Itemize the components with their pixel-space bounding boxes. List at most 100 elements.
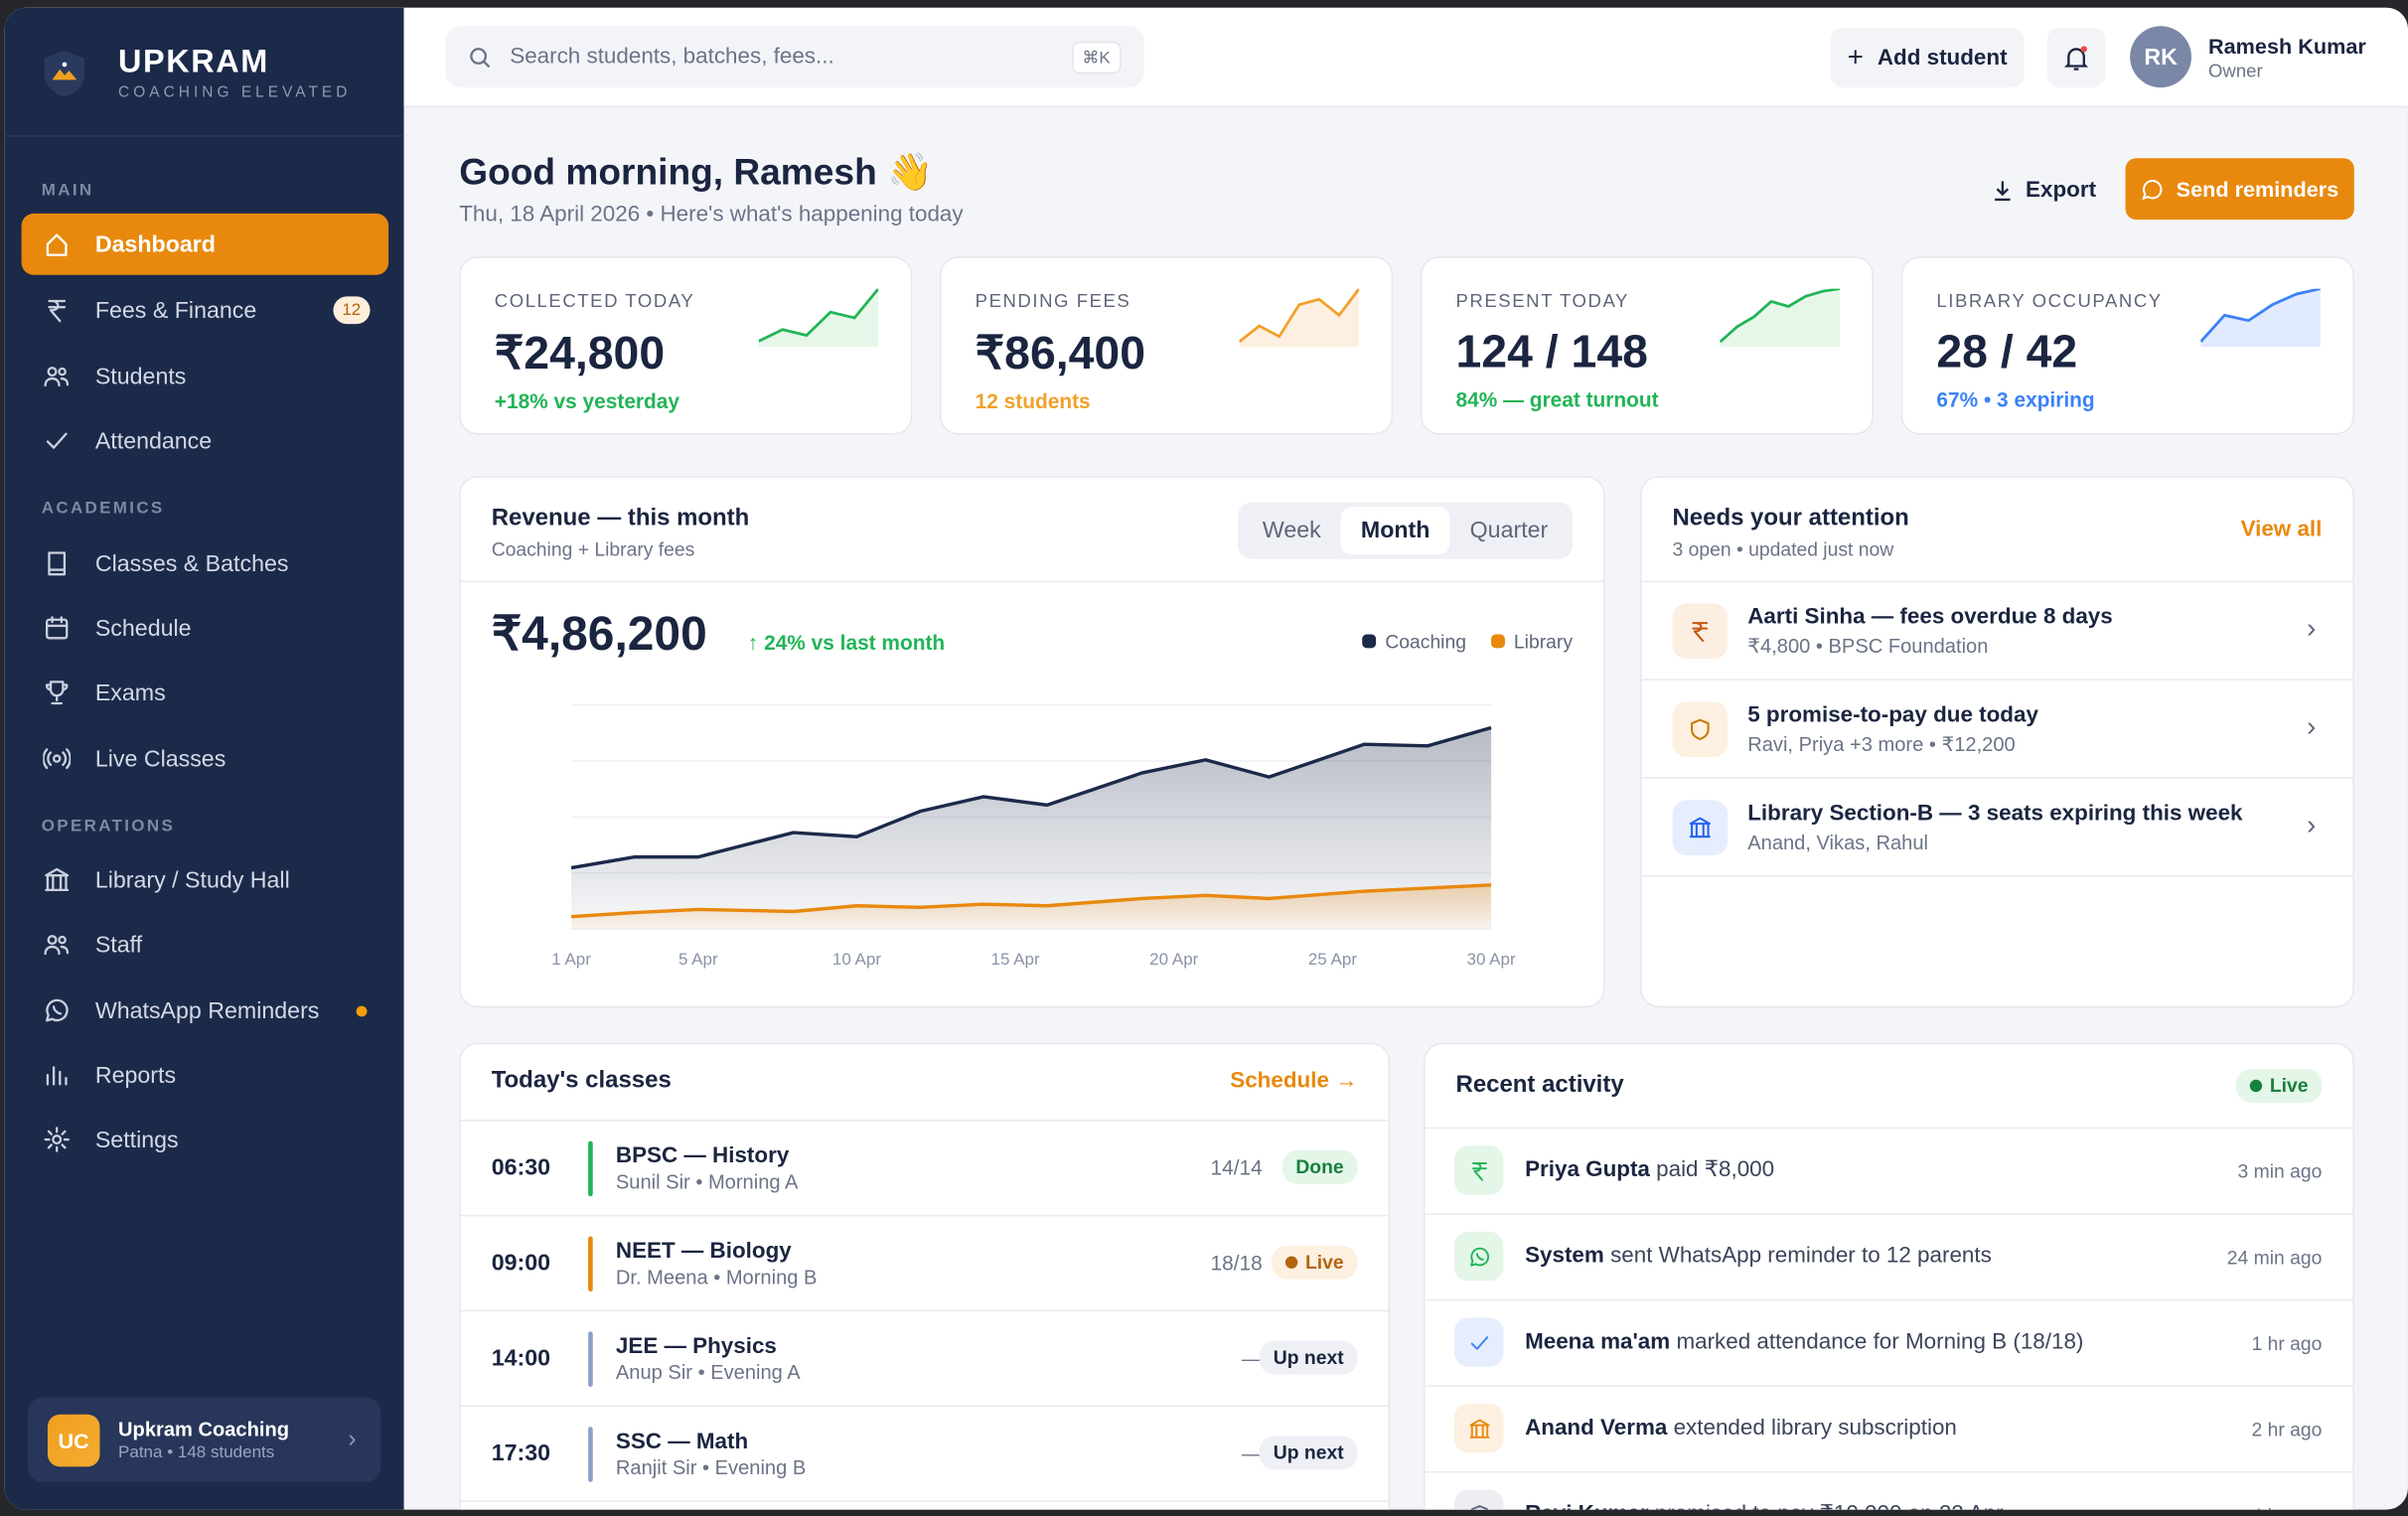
sidebar-item-label: Exams: [94, 680, 166, 706]
sparkline: [2200, 288, 2321, 348]
activity-time: 2 hr ago: [2251, 1419, 2323, 1441]
attention-icon-wrap: [1672, 603, 1729, 660]
search-icon: [470, 47, 491, 68]
revenue-total: ₹4,86,200: [491, 606, 707, 661]
user-role: Owner: [2208, 59, 2263, 81]
search-input[interactable]: Search students, batches, fees... ⌘K: [445, 26, 1144, 88]
sidebar-item-classes-batches[interactable]: Classes & Batches: [22, 532, 388, 594]
sidebar-item-label: Live Classes: [94, 745, 226, 772]
rupee-icon: [48, 299, 67, 323]
schedule-link[interactable]: Schedule →: [1230, 1068, 1358, 1094]
sidebar-item-staff[interactable]: Staff: [22, 914, 388, 976]
sidebar-item-schedule[interactable]: Schedule: [22, 597, 388, 659]
live-label: Live: [2269, 1075, 2309, 1097]
search-placeholder: Search students, batches, fees...: [510, 44, 834, 70]
notifications-button[interactable]: [2046, 27, 2106, 88]
add-student-button[interactable]: + Add student: [1830, 27, 2025, 88]
export-button[interactable]: Export: [1992, 178, 2096, 203]
class-status-bar: [588, 1236, 593, 1292]
kpi-value: 124 / 148: [1455, 327, 1648, 379]
gear-icon: [44, 1127, 70, 1152]
sidebar-item-whatsapp-reminders[interactable]: WhatsApp Reminders: [22, 980, 388, 1041]
page-title: Good morning, Ramesh 👋: [459, 152, 934, 194]
kpi-value: ₹24,800: [494, 328, 666, 379]
activity-time: 4 hr ago: [2251, 1505, 2322, 1510]
view-all-link[interactable]: View all: [2240, 517, 2323, 542]
count-badge: 12: [333, 296, 371, 325]
class-row[interactable]: 14:00 JEE — Physics Anup Sir • Evening A…: [460, 1311, 1389, 1408]
activity-description: extended library subscription: [1673, 1416, 1957, 1441]
activity-actor: Ravi Kumar: [1525, 1502, 1649, 1510]
class-time: 06:30: [491, 1154, 551, 1181]
attention-item[interactable]: Library Section-B — 3 seats expiring thi…: [1641, 779, 2353, 877]
revenue-change: ↑ 24% vs last month: [747, 631, 946, 655]
classes-card: Today's classes Schedule → 06:30 BPSC — …: [459, 1042, 1391, 1510]
attention-item[interactable]: 5 promise-to-pay due today Ravi, Priya +…: [1641, 681, 2353, 779]
class-status-bar: [588, 1331, 593, 1387]
attention-icon-wrap: [1672, 800, 1729, 856]
sidebar-item-label: Schedule: [94, 615, 192, 642]
legend-coaching: Coaching: [1362, 631, 1466, 653]
class-attendance: —: [1241, 1346, 1263, 1370]
class-status-badge: Done: [1281, 1149, 1358, 1184]
sidebar-item-attendance[interactable]: Attendance: [22, 410, 388, 472]
class-row[interactable]: 09:00 NEET — Biology Dr. Meena • Morning…: [460, 1216, 1389, 1312]
org-switcher[interactable]: UC Upkram Coaching Patna • 148 students ›: [27, 1397, 381, 1482]
activity-text: Anand Verma extended library subscriptio…: [1525, 1416, 1957, 1440]
sidebar-item-library-study-hall[interactable]: Library / Study Hall: [22, 849, 388, 911]
class-row[interactable]: 06:30 BPSC — History Sunil Sir • Morning…: [460, 1122, 1389, 1217]
activity-description: sent WhatsApp reminder to 12 parents: [1610, 1244, 1992, 1269]
tab-week[interactable]: Week: [1262, 517, 1321, 544]
activity-actor: System: [1525, 1244, 1604, 1269]
class-name: BPSC — History: [615, 1143, 790, 1169]
attention-item[interactable]: Aarti Sinha — fees overdue 8 days ₹4,800…: [1641, 582, 2353, 681]
plus-icon: +: [1847, 41, 1864, 73]
user-menu[interactable]: RK Ramesh Kumar Owner: [2130, 26, 2366, 88]
attention-meta: Anand, Vikas, Rahul: [1747, 831, 1928, 854]
activity-text: System sent WhatsApp reminder to 12 pare…: [1525, 1244, 1992, 1269]
attention-subtitle: 3 open • updated just now: [1672, 538, 1894, 561]
app-window: UPKRAM COACHING ELEVATED MAIN ACADEMICS O…: [4, 7, 2408, 1510]
attention-meta: ₹4,800 • BPSC Foundation: [1747, 634, 1989, 658]
unread-dot: [356, 1004, 368, 1016]
activity-card: Recent activity Live Priya Gupta paid ₹8…: [1424, 1042, 2354, 1510]
section-main: MAIN: [41, 181, 94, 200]
shield-icon: [1691, 718, 1710, 740]
attention-title: Needs your attention: [1672, 505, 1909, 531]
sidebar-item-settings[interactable]: Settings: [22, 1109, 388, 1170]
send-reminders-button[interactable]: Send reminders: [2125, 158, 2354, 221]
sidebar-item-students[interactable]: Students: [22, 346, 388, 407]
kpi-card: COLLECTED TODAY ₹24,800 +18% vs yesterda…: [459, 256, 913, 435]
sidebar-item-dashboard[interactable]: Dashboard: [21, 213, 389, 275]
book-icon: [48, 551, 67, 576]
tab-quarter[interactable]: Quarter: [1469, 517, 1549, 544]
brand: UPKRAM COACHING ELEVATED: [42, 45, 352, 101]
attention-meta: Ravi, Priya +3 more • ₹12,200: [1747, 732, 2016, 756]
class-status-label: Up next: [1273, 1346, 1344, 1369]
x-tick-label: 5 Apr: [678, 950, 718, 969]
class-status-badge: Up next: [1259, 1436, 1358, 1470]
kpi-note: +18% vs yesterday: [494, 389, 680, 413]
brand-tagline: COACHING ELEVATED: [118, 84, 352, 102]
avatar: RK: [2130, 26, 2191, 88]
library-line: [570, 883, 1492, 919]
library-icon: [1468, 1418, 1489, 1439]
trophy-icon: [45, 681, 69, 705]
sidebar-item-live-classes[interactable]: Live Classes: [22, 728, 388, 790]
tab-month[interactable]: Month: [1340, 507, 1450, 555]
legend-library-label: Library: [1513, 631, 1574, 654]
class-meta: Dr. Meena • Morning B: [615, 1265, 818, 1289]
sidebar-item-exams[interactable]: Exams: [22, 662, 388, 723]
sparkline: [1239, 288, 1360, 348]
activity-time: 3 min ago: [2237, 1160, 2323, 1183]
revenue-card: Revenue — this month Coaching + Library …: [459, 476, 1605, 1008]
class-row[interactable]: 17:30 SSC — Math Ranjit Sir • Evening B …: [460, 1407, 1389, 1502]
activity-item: Priya Gupta paid ₹8,000 3 min ago: [1425, 1129, 2353, 1215]
sidebar-item-label: WhatsApp Reminders: [94, 997, 320, 1024]
activity-icon-wrap: [1453, 1403, 1504, 1453]
activity-text: Ravi Kumar promised to pay ₹10,000 on 22…: [1525, 1502, 2004, 1510]
class-time: 09:00: [491, 1250, 551, 1277]
activity-time: 1 hr ago: [2251, 1332, 2323, 1355]
sidebar-item-reports[interactable]: Reports: [22, 1044, 388, 1106]
sidebar-item-fees-finance[interactable]: Fees & Finance 12: [22, 279, 388, 341]
